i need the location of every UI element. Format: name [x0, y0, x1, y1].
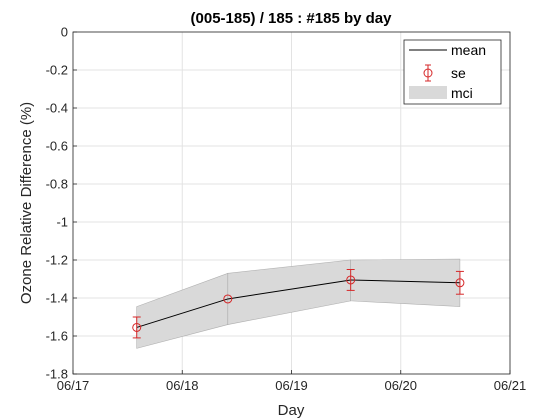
y-tick-label: -1 [56, 215, 68, 230]
legend-se-label: se [451, 65, 466, 81]
x-axis-label: Day [278, 402, 305, 419]
y-tick-label: -0.8 [46, 177, 68, 192]
legend: mean se mci [404, 40, 501, 104]
y-tick-label: -1.4 [46, 291, 68, 306]
y-tick-label: -0.6 [46, 139, 68, 154]
legend-mci-label: mci [451, 85, 473, 101]
x-tick-label: 06/19 [275, 378, 308, 393]
y-axis-label: Ozone Relative Difference (%) [18, 102, 35, 304]
y-tick-label: -1.8 [46, 367, 68, 382]
y-tick-label: 0 [61, 25, 68, 40]
x-tick-label: 06/21 [494, 378, 527, 393]
y-tick-label: -0.2 [46, 63, 68, 78]
x-tick-label: 06/20 [384, 378, 417, 393]
legend-mean-label: mean [451, 42, 486, 58]
legend-mci-swatch [409, 86, 447, 99]
chart-title: (005-185) / 185 : #185 by day [191, 10, 393, 27]
x-tick-label: 06/18 [166, 378, 199, 393]
y-tick-label: -1.6 [46, 329, 68, 344]
y-tick-label: -0.4 [46, 101, 68, 116]
y-tick-label: -1.2 [46, 253, 68, 268]
